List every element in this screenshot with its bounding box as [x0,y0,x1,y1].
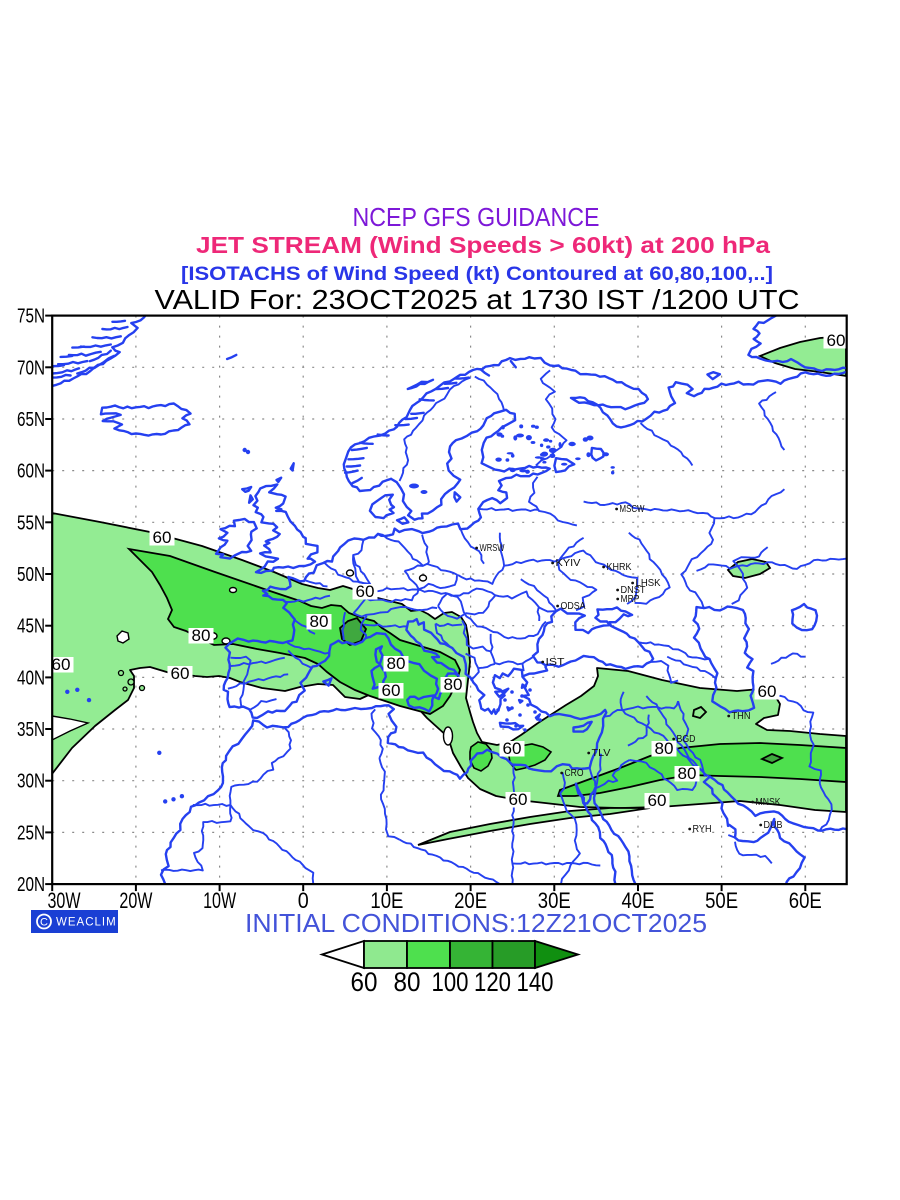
svg-text:THN: THN [732,710,751,722]
svg-text:WRSW: WRSW [480,542,505,554]
svg-text:80: 80 [444,676,463,694]
svg-text:80: 80 [310,613,329,631]
svg-text:50E: 50E [705,888,738,913]
svg-text:RYH: RYH [693,823,712,835]
svg-text:80: 80 [394,967,421,997]
svg-text:WEACLIM: WEACLIM [56,917,117,929]
svg-text:60: 60 [503,740,522,758]
svg-text:100: 100 [432,967,469,997]
svg-text:60N: 60N [17,460,45,483]
svg-text:INITIAL CONDITIONS:12Z21OCT202: INITIAL CONDITIONS:12Z21OCT2025 [245,910,707,938]
svg-text:JET STREAM (Wind Speeds > 60kt: JET STREAM (Wind Speeds > 60kt) at 200 h… [196,232,771,258]
svg-text:30W: 30W [48,888,81,913]
svg-text:BGD: BGD [677,733,696,745]
svg-text:ODSA: ODSA [561,600,586,612]
svg-text:TLV: TLV [592,747,611,759]
svg-text:60: 60 [509,791,528,809]
svg-text:80: 80 [678,765,697,783]
svg-text:60: 60 [356,583,375,601]
svg-text:MSCW: MSCW [620,503,645,515]
svg-text:30N: 30N [17,770,45,793]
svg-text:60: 60 [758,683,777,701]
svg-text:60: 60 [171,665,190,683]
svg-text:C: C [40,917,48,929]
svg-text:60: 60 [827,332,846,350]
svg-text:NCEP GFS GUIDANCE: NCEP GFS GUIDANCE [353,202,600,232]
svg-text:[ISOTACHS of Wind Speed (kt) C: [ISOTACHS of Wind Speed (kt) Contoured a… [181,263,773,285]
svg-text:MRP: MRP [621,593,640,605]
svg-text:20N: 20N [17,873,45,896]
svg-text:10W: 10W [203,888,236,913]
svg-text:120: 120 [474,967,511,997]
svg-text:VALID For: 23OCT2025 at 1730 I: VALID For: 23OCT2025 at 1730 IST /1200 U… [155,284,800,315]
svg-text:140: 140 [517,967,554,997]
svg-text:55N: 55N [17,511,45,534]
svg-text:80: 80 [655,740,674,758]
svg-text:MNSK: MNSK [756,796,781,808]
svg-text:60: 60 [52,656,71,674]
svg-text:40N: 40N [17,666,45,689]
svg-text:80: 80 [192,627,211,645]
svg-text:25N: 25N [17,821,45,844]
svg-text:KYIV: KYIV [556,557,581,569]
svg-text:75N: 75N [17,305,45,328]
svg-text:60: 60 [153,529,172,547]
svg-text:60: 60 [648,792,667,810]
svg-text:45N: 45N [17,615,45,638]
svg-text:80: 80 [387,655,406,673]
svg-text:IST: IST [546,656,566,668]
svg-text:35N: 35N [17,718,45,741]
svg-text:CRO: CRO [565,767,584,779]
svg-text:LHSK: LHSK [636,577,661,589]
svg-text:0: 0 [298,888,309,913]
svg-text:65N: 65N [17,408,45,431]
svg-text:60: 60 [351,967,378,997]
svg-text:20E: 20E [454,888,487,913]
svg-text:DNST: DNST [621,584,647,596]
svg-text:70N: 70N [17,356,45,379]
svg-text:DUB: DUB [764,819,783,831]
svg-text:30E: 30E [538,888,571,913]
svg-text:60E: 60E [789,888,822,913]
svg-text:40E: 40E [622,888,655,913]
svg-text:50N: 50N [17,563,45,586]
svg-text:KHRK: KHRK [607,561,632,573]
svg-text:20W: 20W [119,888,152,913]
svg-text:10E: 10E [370,888,403,913]
svg-text:60: 60 [382,682,401,700]
